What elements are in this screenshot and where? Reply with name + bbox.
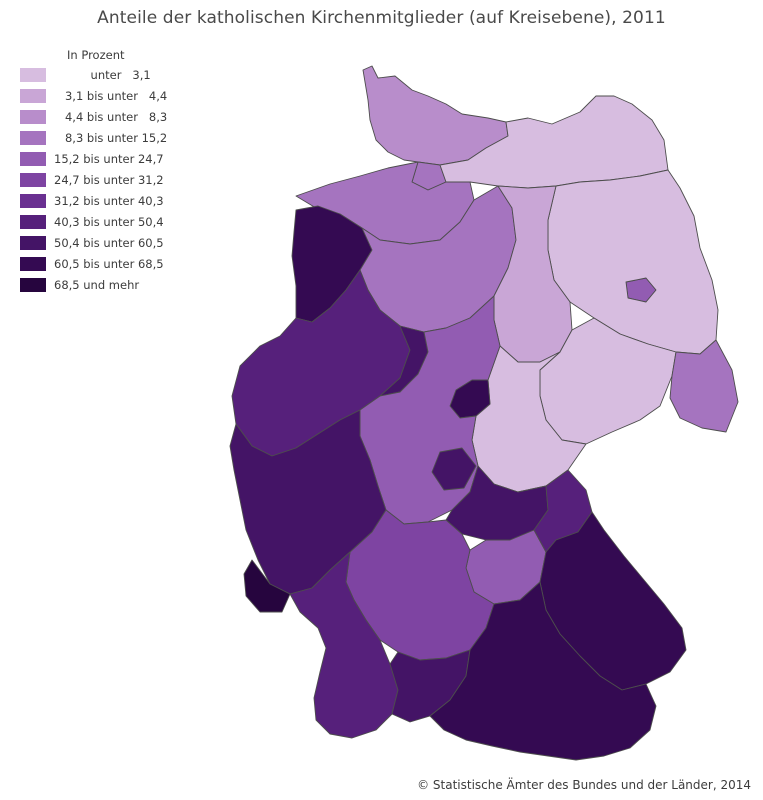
legend-swatch	[20, 278, 46, 292]
legend-label: 3,1 bis unter 4,4	[54, 89, 168, 103]
legend-item: 50,4 bis unter 60,5	[20, 236, 220, 251]
legend-label: 4,4 bis unter 8,3	[54, 110, 168, 124]
legend-swatch	[20, 173, 46, 187]
legend-label: 68,5 und mehr	[54, 278, 140, 292]
legend-swatch	[20, 215, 46, 229]
region-saarland	[243, 559, 291, 613]
region-fulda	[431, 447, 477, 491]
legend-item: 3,1 bis unter 4,4	[20, 89, 220, 104]
legend-swatch	[20, 110, 46, 124]
legend-swatch	[20, 236, 46, 250]
legend-item: 68,5 und mehr	[20, 278, 220, 293]
source-credit: © Statistische Ämter des Bundes und der …	[417, 778, 751, 792]
legend-item: 24,7 bis unter 31,2	[20, 173, 220, 188]
legend-item: 4,4 bis unter 8,3	[20, 110, 220, 125]
legend-item: 60,5 bis unter 68,5	[20, 257, 220, 272]
region-oberbayern-schwaben	[429, 581, 657, 761]
legend-heading: In Prozent	[67, 48, 125, 62]
legend-label: 24,7 bis unter 31,2	[54, 173, 164, 187]
legend-label: 50,4 bis unter 60,5	[54, 236, 164, 250]
legend-item: 8,3 bis unter 15,2	[20, 131, 220, 146]
legend-label: 8,3 bis unter 15,2	[54, 131, 168, 145]
legend-label: 15,2 bis unter 24,7	[54, 152, 164, 166]
legend-swatch	[20, 68, 46, 82]
legend-label: 60,5 bis unter 68,5	[54, 257, 164, 271]
legend-swatch	[20, 131, 46, 145]
legend-label: 40,3 bis unter 50,4	[54, 215, 164, 229]
legend-item: 15,2 bis unter 24,7	[20, 152, 220, 167]
legend-item: 40,3 bis unter 50,4	[20, 215, 220, 230]
region-goerlitz	[669, 339, 739, 433]
legend-item: 31,2 bis unter 40,3	[20, 194, 220, 209]
legend-swatch	[20, 89, 46, 103]
legend-swatch	[20, 152, 46, 166]
legend-swatch	[20, 257, 46, 271]
legend-label: 31,2 bis unter 40,3	[54, 194, 164, 208]
map-title: Anteile der katholischen Kirchenmitglied…	[97, 8, 666, 28]
legend-item: unter 3,1	[20, 68, 220, 83]
legend-swatch	[20, 194, 46, 208]
region-brandenburg	[547, 169, 719, 355]
legend-label: unter 3,1	[54, 68, 151, 82]
